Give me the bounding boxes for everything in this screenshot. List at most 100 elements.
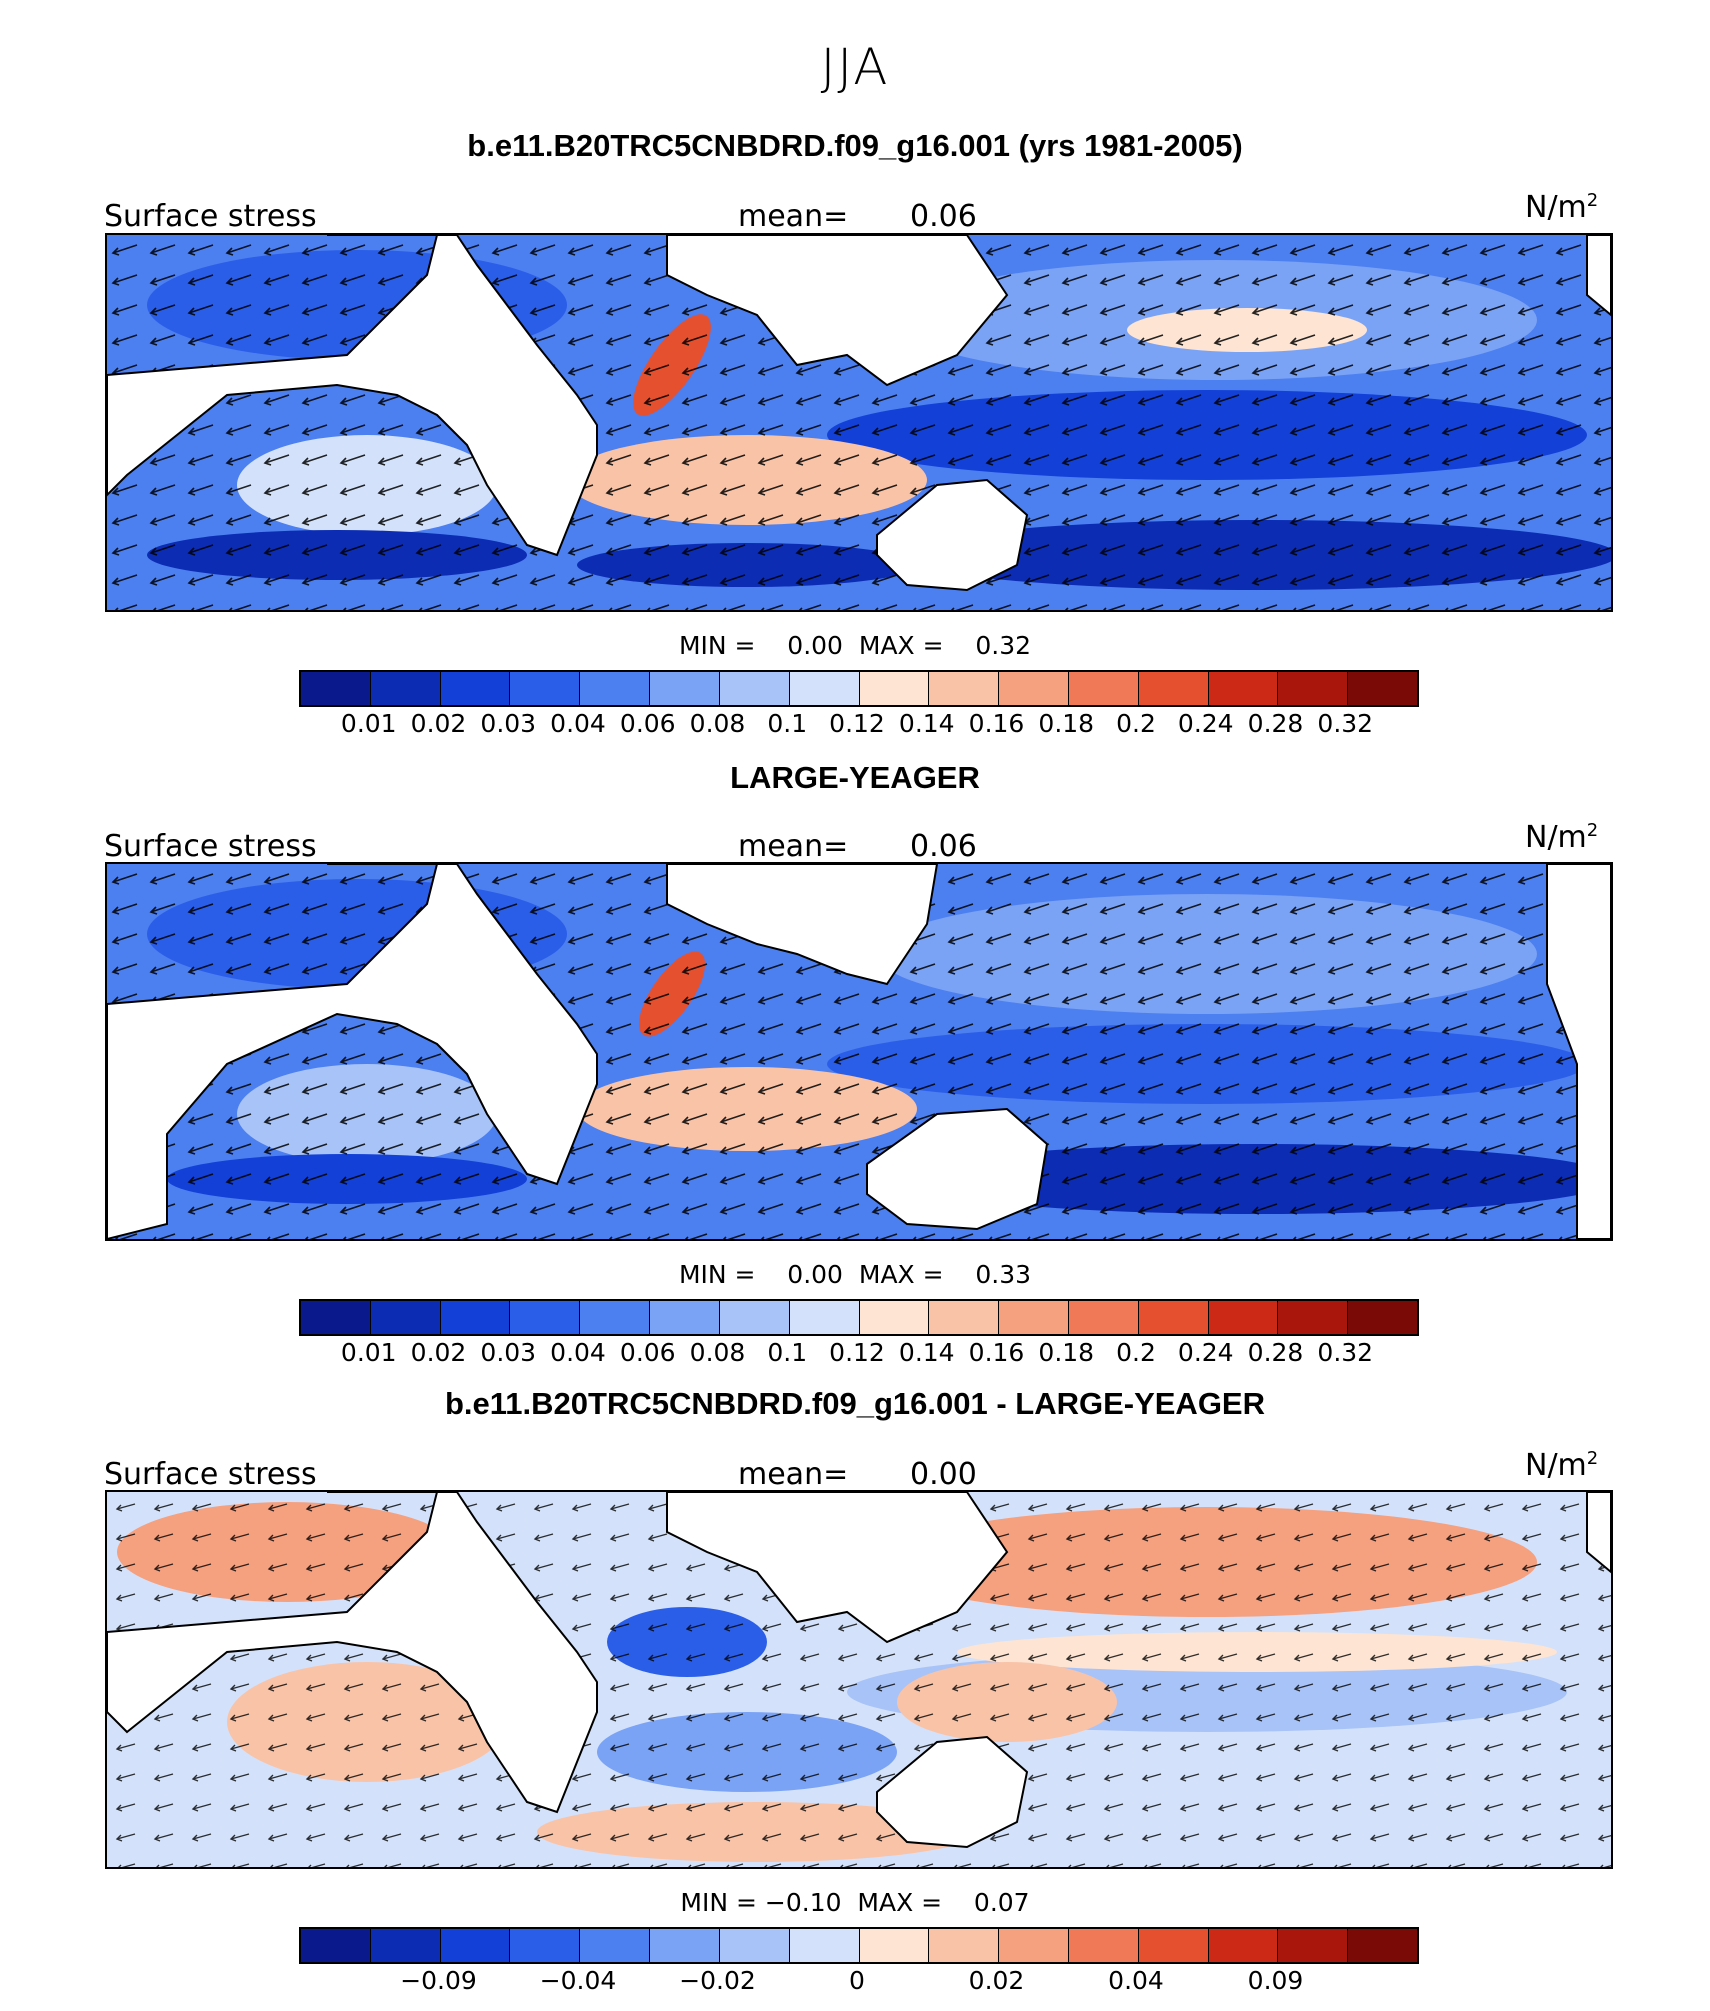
panel3-variable-label: Surface stress (104, 1457, 317, 1492)
colorbar-tick-label: 0.1 (767, 709, 808, 738)
colorbar-swatch (1138, 1301, 1209, 1334)
colorbar-tick-label: 0.28 (1247, 1338, 1304, 1367)
colorbar-swatch (1348, 672, 1417, 705)
colorbar-swatch (1348, 1301, 1417, 1334)
panel3-landmass-americas (1586, 1492, 1611, 1574)
colorbar-tick-label: 0.2 (1116, 709, 1156, 738)
colorbar-swatch (789, 1929, 860, 1962)
colorbar-swatch (1278, 1301, 1349, 1334)
panel1-landmass-africa (107, 235, 598, 557)
panel3-colorbar-ticks: −0.09 −0.04 −0.02 0 0.02 0.04 0.09 (0, 1966, 1710, 1998)
panel2-minmax: MIN = 0.00 MAX = 0.33 (678, 1260, 1032, 1289)
panel3-map-svg (107, 1492, 1611, 1867)
colorbar-tick-label: 0.06 (619, 1338, 676, 1367)
colorbar-tick-label: 0.24 (1177, 709, 1234, 738)
colorbar-swatch (929, 1929, 1000, 1962)
panel1-title: b.e11.B20TRC5CNBDRD.f09_g16.001 (yrs 198… (467, 128, 1243, 163)
panel3-mean-value: 0.00 (910, 1457, 977, 1492)
panel2-map (105, 862, 1613, 1241)
colorbar-tick-label: 0.28 (1247, 709, 1304, 738)
colorbar-swatch (859, 672, 930, 705)
colorbar-swatch (719, 1301, 790, 1334)
colorbar-swatch (370, 1301, 441, 1334)
colorbar-tick-label: 0.09 (1247, 1966, 1304, 1995)
colorbar-swatch (1138, 672, 1209, 705)
panel2-colorbar-ticks: 0.01 0.02 0.03 0.04 0.06 0.08 0.1 0.12 0.14 0.16 0… (0, 1338, 1710, 1370)
colorbar-tick-label: 0.04 (1108, 1966, 1164, 1995)
colorbar-swatch (370, 1929, 441, 1962)
colorbar-swatch (370, 672, 441, 705)
panel3-landmass-australia (876, 1735, 1029, 1849)
colorbar-tick-label: 0.32 (1317, 709, 1374, 738)
colorbar-swatch (719, 672, 790, 705)
panel3-units: N/m2 (1525, 1448, 1599, 1483)
panel2-colorbar (299, 1299, 1419, 1336)
panel2-landmass-africa (107, 864, 598, 1239)
colorbar-tick-label: 0.18 (1038, 1338, 1095, 1367)
colorbar-tick-label: 0.12 (829, 1338, 885, 1367)
panel3-mean-label: mean= (738, 1457, 849, 1492)
colorbar-swatch (650, 1301, 720, 1334)
panel2-landmass-asia (666, 864, 939, 986)
colorbar-swatch (650, 672, 720, 705)
colorbar-tick-label: 0.08 (689, 709, 746, 738)
panel1-units: N/m2 (1525, 190, 1599, 225)
panel1-minmax: MIN = 0.00 MAX = 0.32 (678, 631, 1032, 660)
panel3-map (105, 1490, 1613, 1869)
colorbar-swatch (929, 672, 1000, 705)
colorbar-tick-label: −0.09 (400, 1966, 477, 1995)
colorbar-swatch (1278, 1929, 1349, 1962)
colorbar-tick-label: 0.01 (340, 1338, 397, 1367)
colorbar-swatch (301, 1301, 371, 1334)
colorbar-swatch (440, 1301, 511, 1334)
colorbar-swatch (789, 1301, 860, 1334)
panel3-minmax: MIN = −0.10 MAX = 0.07 (680, 1888, 1030, 1917)
colorbar-swatch (580, 1929, 651, 1962)
panel2-landmass-americas (1546, 864, 1611, 1239)
colorbar-swatch (580, 672, 651, 705)
panel1-map (105, 233, 1613, 612)
colorbar-tick-label: 0.32 (1317, 1338, 1374, 1367)
colorbar-swatch (1208, 1929, 1279, 1962)
colorbar-tick-label: 0.24 (1177, 1338, 1234, 1367)
colorbar-tick-label: 0.02 (968, 1966, 1025, 1995)
panel2-variable-label: Surface stress (104, 829, 317, 864)
colorbar-tick-label: 0.08 (689, 1338, 746, 1367)
panel2-title: LARGE-YEAGER (730, 760, 980, 795)
panel1-landmass-australia (876, 478, 1029, 592)
colorbar-swatch (1348, 1929, 1417, 1962)
colorbar-tick-label: 0.04 (550, 709, 606, 738)
panel2-units: N/m2 (1525, 820, 1599, 855)
panel3-colorbar (299, 1927, 1419, 1964)
colorbar-tick-label: 0 (849, 1966, 865, 1995)
panel2-mean-label: mean= (738, 829, 849, 864)
colorbar-tick-label: 0.16 (968, 1338, 1025, 1367)
panel1-landmass-americas (1586, 235, 1611, 317)
colorbar-swatch (1068, 672, 1139, 705)
colorbar-swatch (719, 1929, 790, 1962)
colorbar-tick-label: 0.14 (898, 709, 955, 738)
colorbar-swatch (1208, 672, 1279, 705)
colorbar-tick-label: 0.04 (550, 1338, 606, 1367)
panel2-landmass-australia (866, 1107, 1049, 1231)
colorbar-tick-label: 0.03 (480, 1338, 537, 1367)
colorbar-swatch (580, 1301, 651, 1334)
colorbar-tick-label: 0.14 (898, 1338, 955, 1367)
colorbar-tick-label: 0.12 (829, 709, 885, 738)
colorbar-swatch (999, 672, 1069, 705)
panel1-colorbar (299, 670, 1419, 707)
colorbar-tick-label: 0.2 (1116, 1338, 1156, 1367)
colorbar-tick-label: 0.06 (619, 709, 676, 738)
panel2-map-svg (107, 864, 1611, 1239)
colorbar-tick-label: 0.02 (410, 709, 467, 738)
colorbar-swatch (650, 1929, 720, 1962)
colorbar-tick-label: −0.04 (539, 1966, 617, 1995)
colorbar-tick-label: 0.01 (340, 709, 397, 738)
colorbar-swatch (301, 1929, 371, 1962)
colorbar-swatch (510, 672, 581, 705)
colorbar-tick-label: 0.18 (1038, 709, 1095, 738)
colorbar-tick-label: −0.02 (679, 1966, 756, 1995)
colorbar-tick-label: 0.02 (410, 1338, 467, 1367)
figure-season-title: JJA (820, 38, 890, 96)
panel3-landmass-asia (666, 1492, 1009, 1644)
